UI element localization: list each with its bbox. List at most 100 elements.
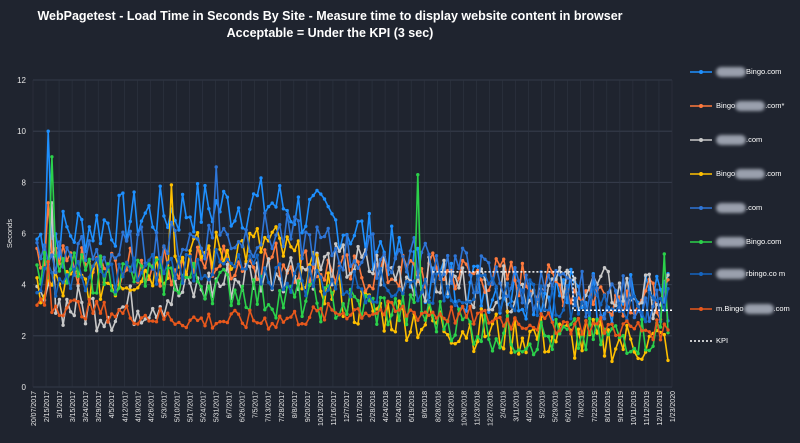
series-point	[259, 282, 263, 286]
series-point	[363, 252, 368, 256]
series-point	[606, 290, 610, 295]
series-point	[188, 215, 192, 219]
series-point	[61, 280, 65, 285]
series-point	[102, 300, 106, 305]
series-point	[106, 281, 110, 285]
legend-item-label: Bingo .com	[716, 169, 781, 180]
x-tick-label: 3/15/2017	[70, 391, 77, 422]
series-point	[281, 244, 286, 249]
series-point	[614, 303, 618, 308]
series-point	[636, 304, 640, 309]
series-point	[393, 293, 398, 297]
series-point	[98, 241, 103, 246]
series-point	[408, 293, 413, 297]
series-point	[490, 276, 495, 280]
x-tick-label: 9/25/2018	[448, 391, 455, 422]
series-point	[498, 309, 502, 313]
series-point	[345, 233, 349, 237]
series-point	[558, 322, 562, 326]
series-point	[39, 232, 43, 236]
x-tick-label: 5/2/2019	[540, 391, 547, 418]
y-tick-label: 10	[17, 127, 26, 136]
series-point	[210, 301, 215, 306]
series-point	[274, 225, 278, 229]
series-point	[106, 221, 110, 225]
series-point	[505, 281, 510, 285]
series-point	[651, 344, 655, 348]
redacted-mark	[743, 304, 774, 315]
series-point	[513, 350, 517, 354]
series-point	[502, 293, 506, 297]
series-point	[464, 315, 469, 319]
y-tick-label: 4	[22, 281, 27, 290]
series-point	[554, 331, 558, 335]
series-point	[453, 274, 457, 279]
series-point	[606, 322, 610, 327]
series-point	[319, 289, 323, 293]
series-point	[281, 254, 286, 258]
series-point	[180, 290, 185, 294]
series-point	[382, 329, 386, 333]
x-tick-label: 12/11/2019	[657, 391, 664, 426]
series-point	[180, 281, 185, 285]
x-tick-label: 11/16/2017	[331, 391, 338, 426]
x-tick-label: 3/29/2017	[96, 391, 103, 422]
series-point	[397, 318, 401, 323]
series-point	[65, 246, 69, 250]
series-point	[457, 298, 461, 303]
series-point	[322, 255, 327, 259]
series-point	[192, 261, 196, 266]
series-point	[289, 237, 293, 241]
series-point	[251, 261, 256, 266]
series-point	[270, 201, 274, 205]
series-point	[442, 272, 446, 276]
series-point	[655, 310, 659, 315]
series-point	[169, 256, 174, 261]
series-point	[629, 273, 633, 277]
series-point	[535, 328, 539, 332]
series-point	[188, 281, 192, 285]
series-point	[300, 314, 304, 319]
x-tick-label: 5/17/2017	[187, 391, 194, 422]
series-point	[602, 293, 607, 297]
series-point	[113, 319, 118, 324]
series-point	[330, 253, 334, 258]
series-point	[393, 256, 398, 260]
series-point	[263, 316, 267, 320]
series-point	[390, 271, 394, 275]
series-point	[162, 214, 166, 218]
series-point	[375, 307, 379, 311]
series-point	[158, 184, 162, 188]
series-point	[494, 300, 498, 305]
series-point	[188, 254, 192, 259]
series-point	[599, 303, 603, 307]
series-point	[621, 274, 625, 278]
series-point	[498, 346, 502, 350]
series-point	[606, 269, 610, 274]
series-point	[386, 322, 390, 327]
series-point	[464, 300, 469, 304]
series-point	[460, 266, 465, 270]
series-point	[378, 295, 383, 300]
series-point	[655, 274, 659, 279]
series-point	[80, 300, 84, 305]
series-point	[54, 254, 58, 258]
series-point	[662, 322, 666, 326]
series-point	[460, 258, 465, 263]
series-point	[50, 253, 54, 257]
series-point	[539, 320, 543, 324]
series-point	[80, 217, 84, 222]
x-tick-label: 12/27/2018	[487, 391, 494, 426]
redacted-mark	[735, 169, 766, 180]
series-point	[139, 258, 144, 263]
series-point	[236, 280, 241, 284]
series-point	[554, 313, 558, 317]
series-point	[95, 299, 99, 304]
series-point	[334, 311, 338, 315]
series-point	[483, 334, 487, 339]
series-point	[535, 347, 539, 352]
series-point	[158, 284, 162, 288]
series-point	[311, 262, 315, 266]
series-point	[517, 348, 521, 352]
legend-item-suffix: .com	[746, 135, 763, 144]
